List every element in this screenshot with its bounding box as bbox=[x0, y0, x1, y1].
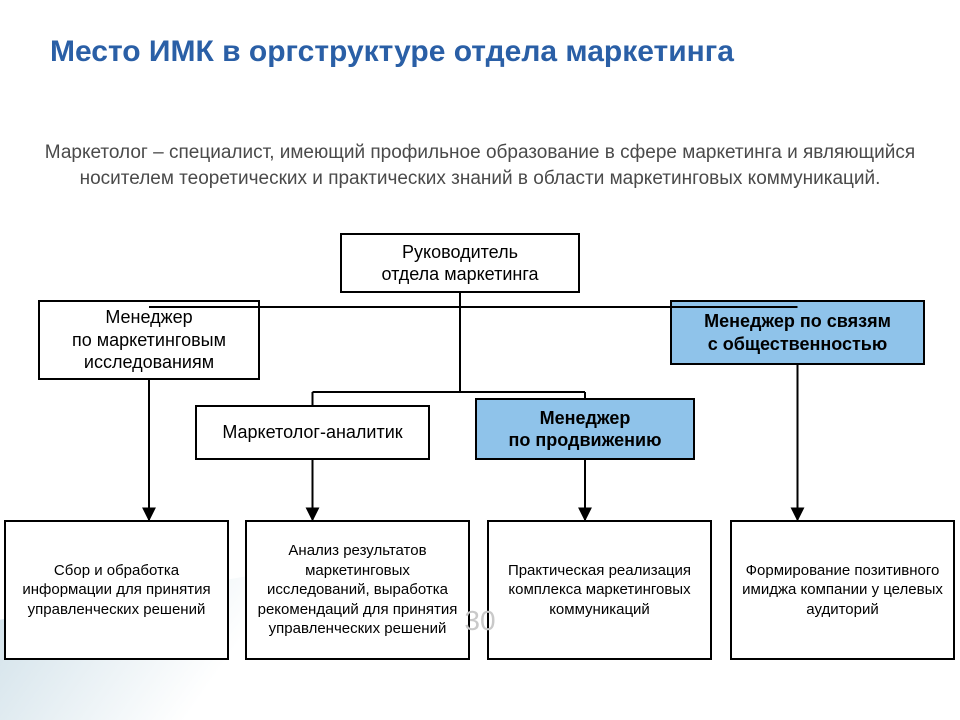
node-mgr-pr: Менеджер по связямс общественностью bbox=[670, 300, 925, 365]
node-out2: Анализ результатов маркетинговых исследо… bbox=[245, 520, 470, 660]
node-out1-label: Сбор и обработка информации для принятия… bbox=[12, 561, 221, 620]
slide-subtitle: Маркетолог – специалист, имеющий профиль… bbox=[40, 140, 920, 191]
node-analyst-label: Маркетолог-аналитик bbox=[222, 421, 402, 444]
node-out4: Формирование позитивного имиджа компании… bbox=[730, 520, 955, 660]
node-out2-label: Анализ результатов маркетинговых исследо… bbox=[253, 541, 462, 639]
node-out3-label: Практическая реализация комплекса маркет… bbox=[495, 561, 704, 620]
node-out3: Практическая реализация комплекса маркет… bbox=[487, 520, 712, 660]
node-mgr-promo-label: Менеджерпо продвижению bbox=[509, 407, 662, 452]
node-out4-label: Формирование позитивного имиджа компании… bbox=[738, 561, 947, 620]
node-mgr-research: Менеджерпо маркетинговымисследованиям bbox=[38, 300, 260, 380]
slide-title: Место ИМК в оргструктуре отдела маркетин… bbox=[50, 35, 910, 69]
node-mgr-pr-label: Менеджер по связямс общественностью bbox=[704, 310, 891, 355]
node-root: Руководительотдела маркетинга bbox=[340, 233, 580, 293]
node-mgr-promo: Менеджерпо продвижению bbox=[475, 398, 695, 460]
node-mgr-research-label: Менеджерпо маркетинговымисследованиям bbox=[72, 306, 226, 374]
node-analyst: Маркетолог-аналитик bbox=[195, 405, 430, 460]
node-out1: Сбор и обработка информации для принятия… bbox=[4, 520, 229, 660]
node-root-label: Руководительотдела маркетинга bbox=[382, 241, 539, 286]
